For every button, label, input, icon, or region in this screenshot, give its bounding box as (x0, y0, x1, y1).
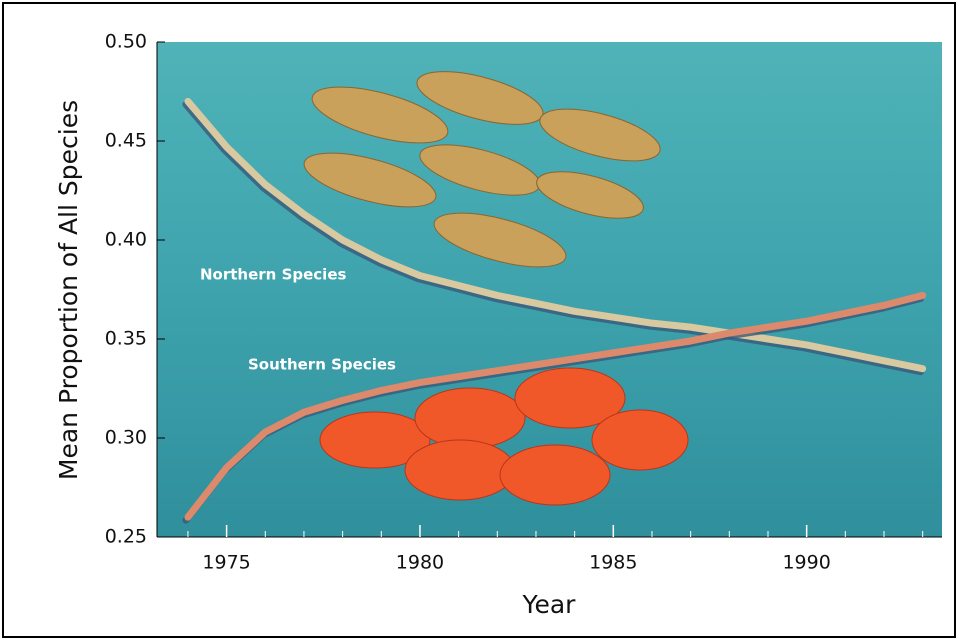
chart: Year Mean Proportion of All Species Nort… (0, 0, 960, 641)
y-tick-label: 0.25 (105, 526, 147, 548)
x-tick-label: 1990 (782, 552, 830, 574)
x-tick-label: 1985 (589, 552, 637, 574)
y-tick-label: 0.30 (105, 427, 147, 449)
y-tick-label: 0.40 (105, 229, 147, 251)
y-tick-label: 0.45 (105, 130, 147, 152)
x-tick-label: 1975 (202, 552, 250, 574)
series-label: Southern Species (248, 356, 396, 374)
series-label: Northern Species (200, 266, 346, 284)
y-axis-title: Mean Proportion of All Species (54, 100, 83, 480)
y-tick-label: 0.35 (105, 328, 147, 350)
x-tick-label: 1980 (396, 552, 444, 574)
x-axis-title: Year (522, 590, 577, 619)
y-tick-label: 0.50 (105, 31, 147, 53)
